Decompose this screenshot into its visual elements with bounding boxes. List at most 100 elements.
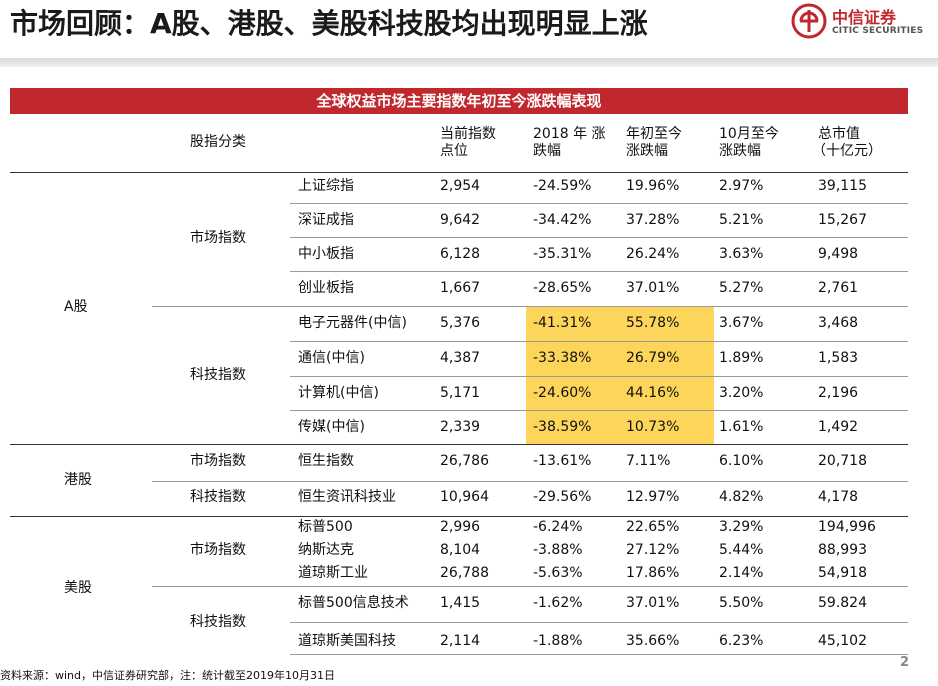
section-divider	[10, 172, 908, 173]
change-ytd: 27.12%	[626, 542, 680, 558]
market-cap: 39,115	[818, 178, 867, 194]
index-level: 2,339	[440, 419, 481, 435]
index-level: 9,642	[440, 212, 481, 228]
change-ytd: 55.78%	[626, 315, 680, 331]
index-level: 4,387	[440, 350, 481, 366]
change-since-oct: 5.27%	[719, 280, 764, 296]
change-since-oct: 6.23%	[719, 633, 764, 649]
change-2018: -41.31%	[533, 315, 592, 331]
change-ytd: 37.01%	[626, 595, 680, 611]
market-cap: 45,102	[818, 633, 867, 649]
index-level: 26,788	[440, 565, 489, 581]
header-category: 股指分类	[190, 134, 246, 150]
header-oct-line1: 10月至今	[719, 126, 779, 142]
index-level: 2,954	[440, 178, 481, 194]
market-cap: 15,267	[818, 212, 867, 228]
change-since-oct: 3.20%	[719, 385, 764, 401]
group-divider	[152, 306, 908, 307]
change-ytd: 44.16%	[626, 385, 680, 401]
row-divider	[290, 410, 908, 411]
index-level: 2,996	[440, 519, 481, 535]
change-since-oct: 3.29%	[719, 519, 764, 535]
index-name: 标普500	[298, 519, 353, 535]
citic-emblem-icon	[791, 3, 827, 39]
index-level: 5,376	[440, 315, 481, 331]
market-cap: 2,761	[818, 280, 859, 296]
index-level: 26,786	[440, 453, 489, 469]
change-2018: -1.88%	[533, 633, 583, 649]
change-ytd: 12.97%	[626, 489, 680, 505]
section-divider	[10, 516, 908, 517]
index-level: 5,171	[440, 385, 481, 401]
market-cap: 54,918	[818, 565, 867, 581]
market-cap: 194,996	[818, 519, 876, 535]
index-name: 恒生指数	[298, 453, 354, 469]
header-2018-line2: 跌幅	[533, 143, 561, 159]
change-ytd: 10.73%	[626, 419, 680, 435]
change-2018: -13.61%	[533, 453, 592, 469]
market-label-hk: 港股	[64, 472, 92, 488]
index-level: 10,964	[440, 489, 489, 505]
index-name: 创业板指	[298, 280, 354, 296]
change-2018: -29.56%	[533, 489, 592, 505]
index-level: 2,114	[440, 633, 481, 649]
index-level: 6,128	[440, 246, 481, 262]
change-2018: -33.38%	[533, 350, 592, 366]
change-since-oct: 2.14%	[719, 565, 764, 581]
change-ytd: 26.24%	[626, 246, 680, 262]
index-name: 道琼斯美国科技	[298, 633, 396, 649]
change-since-oct: 5.21%	[719, 212, 764, 228]
header-ytd-line1: 年初至今	[626, 126, 682, 142]
header-level-line1: 当前指数	[440, 126, 496, 142]
header-rule	[0, 58, 938, 67]
source-footnote: 资料来源：wind，中信证券研究部，注：统计截至2019年10月31日	[0, 669, 335, 682]
change-ytd: 7.11%	[626, 453, 671, 469]
change-ytd: 17.86%	[626, 565, 680, 581]
change-ytd: 37.01%	[626, 280, 680, 296]
header-2018-line1: 2018 年 涨	[533, 126, 606, 142]
change-ytd: 35.66%	[626, 633, 680, 649]
index-name: 纳斯达克	[298, 542, 354, 558]
index-name: 中小板指	[298, 246, 354, 262]
change-since-oct: 2.97%	[719, 178, 764, 194]
market-cap: 59.824	[818, 595, 867, 611]
section-divider	[10, 444, 908, 445]
header-cap-line2: （十亿元）	[812, 143, 882, 159]
change-2018: -24.60%	[533, 385, 592, 401]
change-2018: -35.31%	[533, 246, 592, 262]
group-label: 科技指数	[190, 489, 246, 505]
market-label-a-share: A股	[64, 299, 88, 315]
header-level-line2: 点位	[440, 143, 468, 159]
index-level: 1,415	[440, 595, 481, 611]
group-label: 市场指数	[190, 230, 246, 246]
group-label: 市场指数	[190, 453, 246, 469]
index-name: 电子元器件(中信)	[298, 315, 407, 331]
index-name: 传媒(中信)	[298, 419, 365, 435]
change-2018: -5.63%	[533, 565, 583, 581]
change-since-oct: 5.50%	[719, 595, 764, 611]
index-name: 通信(中信)	[298, 350, 365, 366]
market-cap: 1,492	[818, 419, 859, 435]
index-name: 道琼斯工业	[298, 565, 368, 581]
row-divider	[290, 622, 908, 623]
change-2018: -1.62%	[533, 595, 583, 611]
change-since-oct: 6.10%	[719, 453, 764, 469]
index-level: 8,104	[440, 542, 481, 558]
page-number: 2	[900, 655, 910, 670]
row-divider	[290, 341, 908, 342]
change-2018: -3.88%	[533, 542, 583, 558]
change-2018: -24.59%	[533, 178, 592, 194]
header-ytd-line2: 涨跌幅	[626, 143, 668, 159]
header-oct-line2: 涨跌幅	[719, 143, 761, 159]
market-cap: 9,498	[818, 246, 859, 262]
index-level: 1,667	[440, 280, 481, 296]
row-divider	[290, 237, 908, 238]
market-cap: 2,196	[818, 385, 859, 401]
change-since-oct: 3.63%	[719, 246, 764, 262]
row-divider	[290, 654, 908, 655]
change-since-oct: 3.67%	[719, 315, 764, 331]
header-cap-line1: 总市值	[818, 126, 860, 142]
row-divider	[290, 203, 908, 204]
market-label-us: 美股	[64, 580, 92, 596]
index-name: 标普500信息技术	[298, 595, 409, 611]
